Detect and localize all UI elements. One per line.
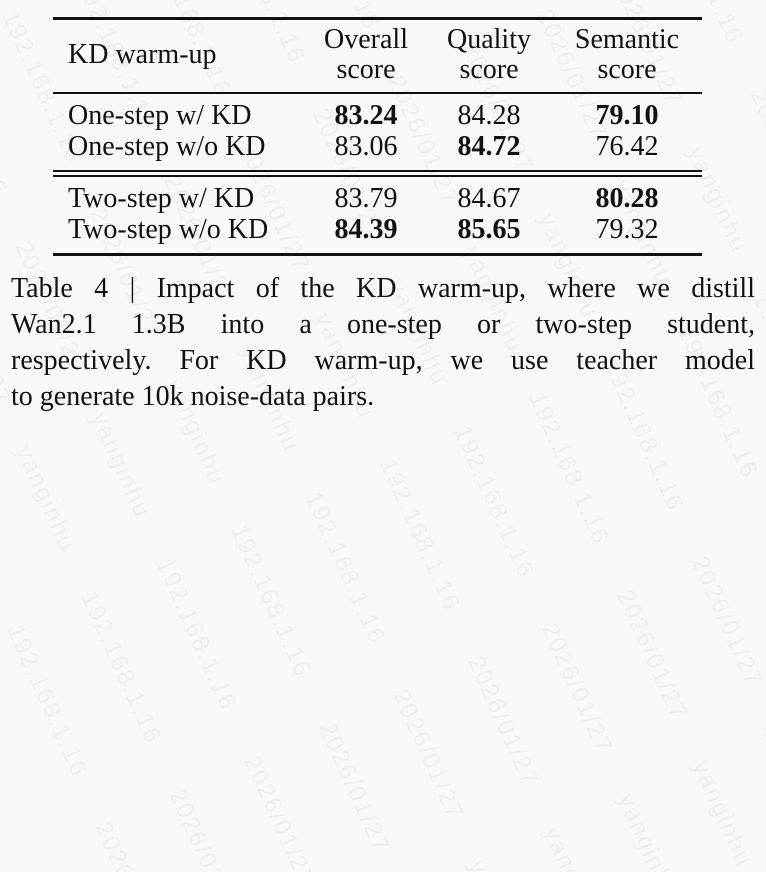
row-label: One-step w/ KD <box>68 100 252 131</box>
row-label: Two-step w/ KD <box>68 183 255 214</box>
row-label: One-step w/o KD <box>68 131 266 162</box>
caption-line: Table 4 | Impact of the KD warm-up, wher… <box>11 273 755 304</box>
score-cell: 80.28 <box>595 183 659 214</box>
score-cell: 79.32 <box>595 214 659 245</box>
score-cell: 84.67 <box>457 183 521 214</box>
table-row: One-step w/ KD 83.24 84.28 79.10 <box>53 93 702 131</box>
col-header-line: Overall <box>324 24 408 55</box>
score-cell: 83.06 <box>334 131 398 162</box>
paper-table-figure: KD warm-up Overall score Quality score S… <box>0 17 766 415</box>
score-cell: 83.24 <box>334 100 398 131</box>
col-header-semantic-score: Semantic score <box>552 18 702 94</box>
col-header-line: score <box>597 54 657 85</box>
score-cell: 84.28 <box>457 100 521 131</box>
score-cell: 84.72 <box>457 131 521 162</box>
col-header-line: score <box>336 54 396 85</box>
results-table: KD warm-up Overall score Quality score S… <box>53 17 702 256</box>
col-header-quality-score: Quality score <box>426 18 552 94</box>
header-row: KD warm-up Overall score Quality score S… <box>53 18 702 94</box>
score-cell: 84.39 <box>334 214 398 245</box>
score-cell: 76.42 <box>595 131 659 162</box>
score-cell: 79.10 <box>595 100 659 131</box>
caption-line: respectively. For KD warm-up, we use tea… <box>11 345 755 376</box>
table-row: Two-step w/o KD 84.39 85.65 79.32 <box>53 214 702 255</box>
caption-line: to generate 10k noise-data pairs. <box>11 381 375 412</box>
col-header-line: score <box>459 54 519 85</box>
col-header-line: Quality <box>447 24 531 55</box>
col-header-overall-score: Overall score <box>306 18 426 94</box>
table-row: Two-step w/ KD 83.79 84.67 80.28 <box>53 176 702 214</box>
caption-line: Wan2.1 1.3B into a one-step or two-step … <box>11 309 755 340</box>
score-cell: 85.65 <box>457 214 521 245</box>
table-row: One-step w/o KD 83.06 84.72 76.42 <box>53 131 702 171</box>
row-label: Two-step w/o KD <box>68 214 269 245</box>
table-caption: Table 4 | Impact of the KD warm-up, wher… <box>11 271 755 415</box>
col-header-line: Semantic <box>574 24 680 55</box>
col-header-kd-warmup: KD warm-up <box>53 18 306 94</box>
score-cell: 83.79 <box>334 183 398 214</box>
group-divider-rule <box>53 170 702 177</box>
